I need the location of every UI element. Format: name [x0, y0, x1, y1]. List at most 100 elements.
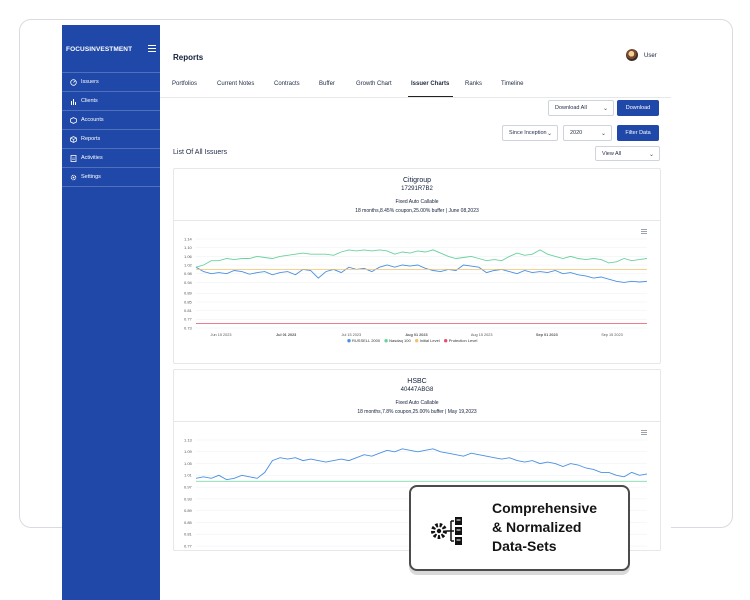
y-tick-label: 1.13: [184, 437, 193, 442]
legend-label: Initial Level: [420, 338, 440, 343]
view-select[interactable]: View All ⌄: [595, 146, 660, 161]
y-tick-label: 0.81: [184, 308, 193, 313]
y-tick-label: 1.05: [184, 461, 193, 466]
chevron-down-icon: ⌄: [546, 131, 552, 137]
x-tick-label: Sep 15 2023: [601, 333, 623, 337]
top-bar: Reports User: [160, 25, 671, 68]
legend-marker: [347, 339, 351, 343]
x-tick-label: Aug 01 2023: [405, 333, 427, 337]
card-divider: [174, 220, 660, 221]
sidebar-item-label: Clients: [81, 98, 98, 104]
download-button[interactable]: Download: [617, 100, 659, 116]
y-tick-label: 0.94: [184, 280, 193, 285]
sidebar: FOCUSINVESTMENT Issuers Clients Accounts…: [62, 25, 160, 600]
download-select-value: Download All: [555, 105, 587, 111]
y-tick-label: 0.85: [184, 520, 193, 525]
issuer-type: Fixed Auto Callable: [395, 199, 439, 205]
x-tick-label: Aug 15 2023: [471, 333, 493, 337]
tab-ranks[interactable]: Ranks: [465, 81, 483, 87]
y-tick-label: 0.89: [184, 508, 193, 513]
legend-marker: [443, 339, 448, 343]
filter-data-button[interactable]: Filter Data: [617, 125, 659, 141]
series-line: [195, 249, 648, 268]
sidebar-item-label: Activities: [81, 155, 103, 161]
series-line: [195, 448, 648, 481]
callout-line: Data-Sets: [492, 538, 557, 554]
avatar[interactable]: [626, 49, 638, 61]
y-tick-label: 0.77: [184, 543, 193, 548]
tab-growth-chart[interactable]: Growth Chart: [356, 81, 392, 87]
y-tick-label: 0.85: [184, 299, 193, 304]
y-tick-label: 0.98: [184, 271, 193, 276]
active-tab-indicator: [408, 96, 453, 97]
chart-menu-icon[interactable]: [641, 430, 647, 436]
issuer-type: Fixed Auto Callable: [395, 400, 439, 406]
y-tick-label: 1.10: [184, 245, 193, 250]
series-line: [195, 264, 648, 283]
tab-issuer-charts[interactable]: Issuer Charts: [411, 81, 450, 87]
issuer-terms: 18 months,8.45% coupon,25.00% buffer | J…: [355, 208, 479, 214]
legend-marker: [384, 339, 388, 343]
y-tick-label: 0.93: [184, 496, 193, 501]
y-tick-label: 1.14: [184, 236, 193, 241]
chevron-down-icon: ⌄: [648, 152, 654, 158]
sidebar-item-accounts[interactable]: Accounts: [62, 110, 160, 129]
issuer-code: 40447ABG8: [400, 387, 434, 393]
sidebar-nav: Issuers Clients Accounts Reports Activit…: [62, 72, 160, 187]
y-tick-label: 0.81: [184, 532, 193, 537]
legend-label: Nasdaq 100: [389, 338, 411, 343]
tab-timeline[interactable]: Timeline: [501, 81, 524, 87]
feature-callout-text: Comprehensive & Normalized Data-Sets: [492, 499, 597, 556]
tab-divider: [160, 97, 671, 98]
issuer-code: 17291R7B2: [401, 186, 433, 192]
download-select[interactable]: Download All ⌄: [548, 100, 614, 116]
page-title: Reports: [173, 53, 204, 62]
gear-icon: [70, 174, 77, 181]
feature-callout: Comprehensive & Normalized Data-Sets: [409, 485, 630, 571]
year-select[interactable]: 2020 ⌄: [563, 125, 612, 141]
bar-chart-icon: [70, 98, 77, 105]
menu-toggle-icon[interactable]: [148, 45, 156, 54]
activity-file-icon: [70, 154, 77, 162]
x-tick-label: Sep 01 2023: [536, 333, 558, 337]
legend-label: RUSSELL 2000: [352, 338, 381, 343]
sidebar-item-reports[interactable]: Reports: [62, 129, 160, 148]
y-tick-label: 1.02: [184, 262, 193, 267]
sidebar-item-clients[interactable]: Clients: [62, 91, 160, 110]
sidebar-item-settings[interactable]: Settings: [62, 167, 160, 187]
chart-menu-icon[interactable]: [641, 229, 647, 235]
y-tick-label: 0.73: [184, 325, 193, 330]
issuer-chart: 1.14 1.10 1.06 1.02 0.98 0.94 0.89 0.85 0.81 0.77…: [184, 236, 648, 343]
period-select-value: Since Inception: [509, 130, 547, 136]
tab-buffer[interactable]: Buffer: [319, 81, 335, 87]
brand-name: FOCUSINVESTMENT: [66, 46, 133, 53]
chevron-down-icon: ⌄: [600, 131, 606, 137]
view-select-value: View All: [602, 150, 622, 157]
sidebar-item-label: Accounts: [81, 117, 104, 123]
tab-contracts[interactable]: Contracts: [274, 81, 300, 87]
sidebar-item-activities[interactable]: Activities: [62, 148, 160, 167]
sidebar-item-label: Settings: [81, 174, 101, 180]
section-title: List Of All Issuers: [173, 149, 228, 156]
card-divider: [174, 421, 660, 422]
accounts-icon: [70, 116, 77, 124]
y-tick-label: 0.89: [184, 291, 193, 296]
period-select[interactable]: Since Inception ⌄: [502, 125, 558, 141]
reports-icon: [70, 135, 77, 143]
legend-label: Protection Level: [449, 338, 478, 343]
y-tick-label: 0.77: [184, 317, 193, 322]
gear-data-icon: [431, 517, 462, 545]
chevron-down-icon: ⌄: [602, 106, 608, 112]
tab-current-notes[interactable]: Current Notes: [217, 81, 255, 87]
x-tick-label: Jun 15 2023: [211, 333, 232, 337]
x-tick-label: Jul 15 2023: [342, 333, 362, 337]
tab-portfolios[interactable]: Portfolios: [172, 81, 198, 87]
y-tick-label: 1.01: [184, 473, 193, 478]
issuer-card: Citigroup 17291R7B2 Fixed Auto Callable …: [173, 168, 661, 364]
y-tick-label: 1.09: [184, 449, 193, 454]
user-name[interactable]: User: [644, 53, 657, 59]
issuer-name: Citigroup: [402, 177, 431, 184]
sidebar-item-issuers[interactable]: Issuers: [62, 72, 160, 91]
legend-marker: [414, 339, 419, 343]
x-tick-label: Jul 01 2023: [276, 333, 296, 337]
